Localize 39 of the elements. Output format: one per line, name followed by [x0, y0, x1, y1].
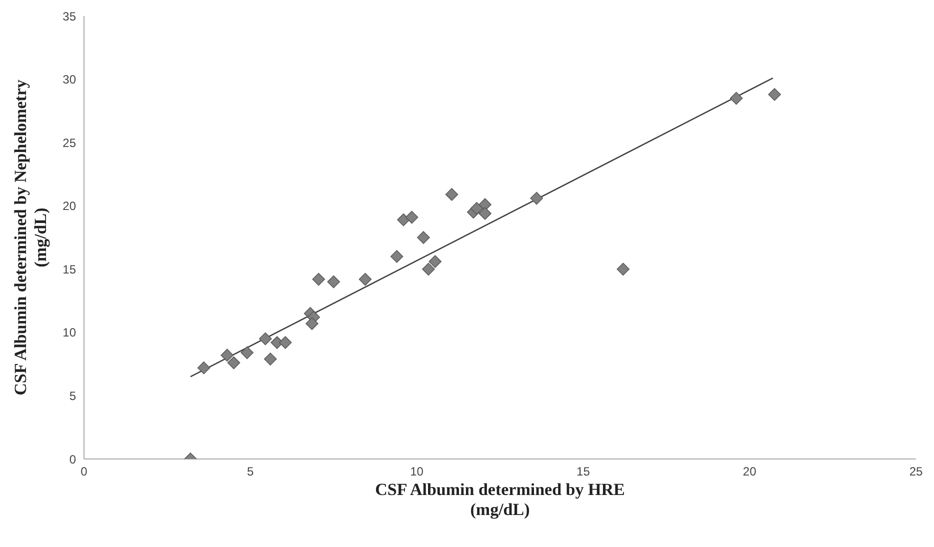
point: [405, 210, 418, 224]
x-tick-label: 25: [909, 464, 923, 479]
x-tick-label: 5: [247, 464, 254, 479]
point: [445, 188, 458, 201]
point: [306, 317, 318, 330]
y-tick-label: 25: [62, 136, 76, 150]
point: [327, 275, 340, 288]
y-tick-label: 20: [62, 199, 76, 214]
x-tick-label: 0: [80, 464, 88, 479]
point: [390, 250, 404, 263]
point: [312, 272, 326, 286]
x-tick-label: 15: [576, 464, 590, 479]
point: [530, 192, 544, 205]
point: [227, 356, 240, 370]
y-axis-title: CSF Albumin determined by Nephelometry (mg/dL): [11, 79, 50, 396]
point: [768, 88, 781, 101]
y-tick-label: 15: [62, 262, 76, 276]
point: [616, 262, 630, 276]
point: [730, 92, 743, 105]
y-tick-label: 30: [62, 72, 76, 87]
point: [470, 202, 484, 215]
point: [358, 272, 372, 286]
y-tick-label: 35: [62, 9, 76, 24]
x-axis-title: CSF Albumin determined by HRE (mg/dL): [375, 480, 625, 519]
point: [258, 332, 272, 346]
point: [478, 207, 492, 220]
point: [278, 336, 292, 349]
y-tick-label: 5: [69, 388, 76, 403]
point: [428, 255, 442, 268]
point: [422, 262, 435, 276]
point: [197, 361, 210, 374]
y-tick-label: 0: [69, 452, 76, 466]
y-tick-label: 10: [62, 326, 76, 340]
x-tick-label: 20: [742, 464, 757, 479]
x-tick-label: 10: [410, 464, 424, 479]
point: [220, 348, 234, 362]
point: [240, 346, 254, 360]
point: [264, 352, 277, 366]
point: [417, 231, 430, 244]
